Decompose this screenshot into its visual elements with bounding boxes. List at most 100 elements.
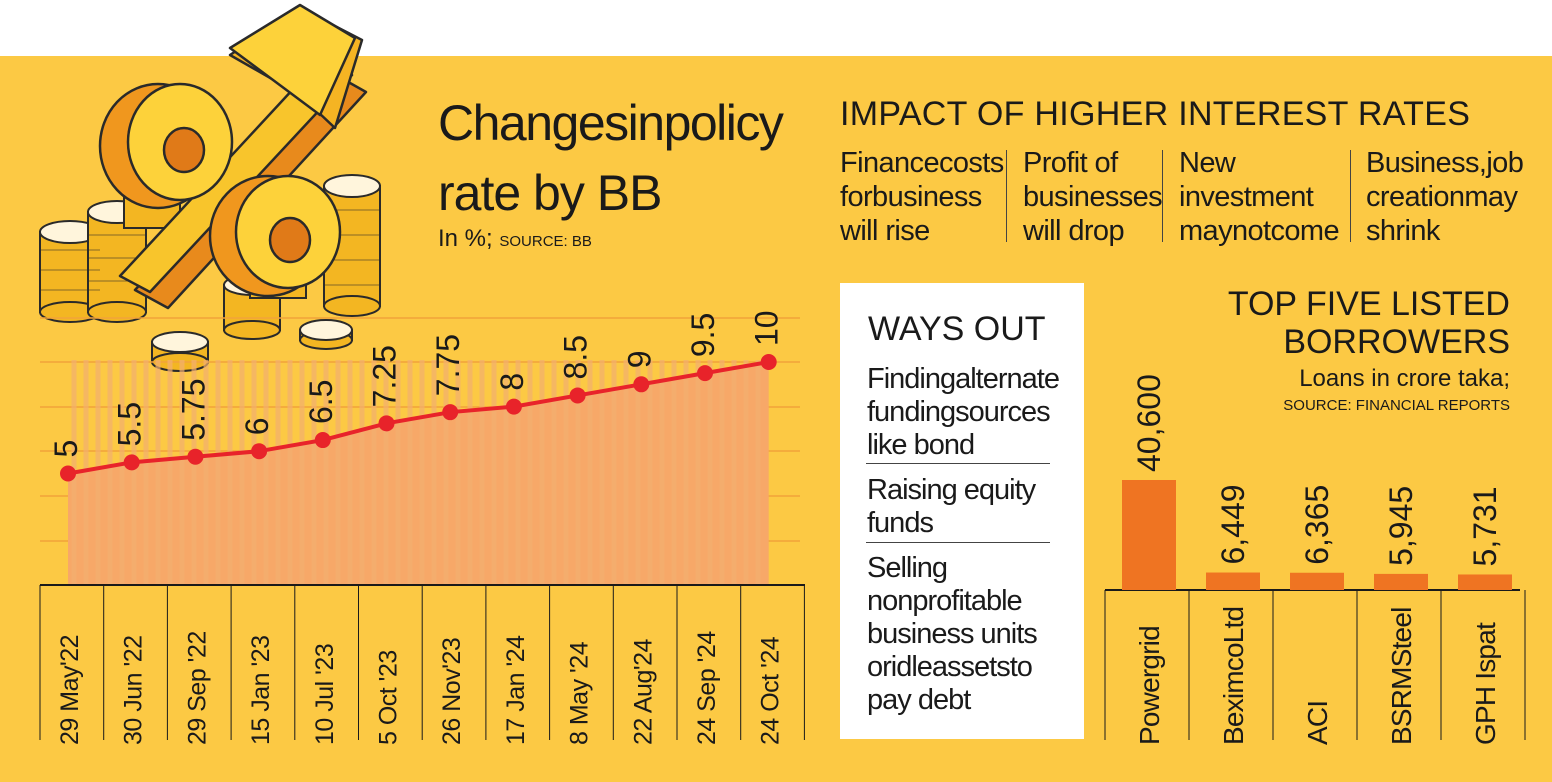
rate-point [697,365,713,382]
impact-line: maynotcome [1179,215,1340,247]
ways-out-divider [866,542,1050,543]
borrowers-title: TOP FIVE LISTED BORROWERS [1228,285,1510,361]
ways-out-line: funds [867,507,934,539]
ways-out-card [840,283,1084,739]
rate-point [760,354,777,370]
rate-point [251,443,268,460]
ways-out-line: like bond [867,429,975,461]
rate-data-label: 8.5 [558,335,594,379]
impact-line: forbusiness [840,181,982,213]
ways-out-line: Raising equity [867,474,1036,506]
date-tick-label: 29 May'22 [56,635,84,745]
impact-line: will drop [1023,215,1125,247]
impact-line: Business,job [1366,147,1524,179]
policy-chart-subtitle: In %; SOURCE: BB [438,225,592,253]
impact-item: Profit of businesses will drop [1023,146,1163,248]
borrower-bar [1458,574,1512,590]
policy-source-label: SOURCE: BB [499,233,592,250]
impact-line: investment [1179,181,1314,213]
impact-divider [1350,150,1351,242]
date-tick-label: 24 Sep '24 [693,631,721,745]
impact-divider [1006,150,1007,242]
date-tick-label: 17 Jan '24 [502,635,530,745]
date-tick-label: 5 Oct '23 [375,650,403,745]
ways-out-line: business units [867,618,1038,650]
date-tick-label: 15 Jan '23 [247,635,275,745]
rate-data-label: 5.5 [112,402,148,446]
rate-data-label: 5 [48,440,84,458]
rate-point [60,465,76,482]
ways-out-line: oridleassetsto [867,651,1033,683]
rate-point [187,448,204,465]
borrower-name-label: ACI [1302,701,1333,745]
rate-point [633,376,650,393]
borrower-name-label: Powergrid [1134,626,1165,745]
borrower-name-label: BeximcoLtd [1218,607,1249,745]
ways-out-item: Findingalternate fundingsources like bon… [867,363,1077,462]
policy-chart-title: Changesinpolicy [438,95,784,151]
date-tick-label: 30 Jun '22 [120,635,148,745]
borrower-value-label: 6,449 [1215,484,1251,564]
impact-item: Business,job creationmay shrink [1366,146,1524,248]
date-tick-label: 24 Oct '24 [757,636,785,745]
borrowers-title-line: TOP FIVE LISTED [1227,285,1510,323]
rate-data-label: 9.5 [685,313,721,357]
date-tick-label: 22 Aug'24 [629,638,657,745]
borrower-name-label: BSRMSteel [1386,607,1417,745]
borrower-bar [1122,480,1176,590]
impact-item: Financecosts forbusiness will rise [840,146,1004,248]
borrower-value-label: 6,365 [1299,485,1335,565]
impact-line: creationmay [1366,181,1518,213]
rate-data-label: 6.5 [303,380,339,424]
borrower-value-label: 5,945 [1383,486,1419,566]
borrower-value-label: 5,731 [1467,486,1503,566]
rate-point [123,454,140,471]
ways-out-title: WAYS OUT [868,310,1046,348]
ways-out-line: pay debt [867,684,971,716]
rate-data-label: 7.25 [367,345,403,407]
impact-line: Financecosts [840,147,1004,179]
impact-item: New investment maynotcome [1179,146,1340,248]
impact-section-title: IMPACT OF HIGHER INTEREST RATES [840,95,1471,133]
rate-data-label: 6 [239,417,275,435]
rate-data-label: 9 [621,351,657,369]
ways-out-line: Selling [867,552,948,584]
rate-point [378,415,395,432]
ways-out-item: Selling nonprofitable business units ori… [867,552,1077,717]
coin-stacks-illustration [39,167,381,372]
impact-line: shrink [1366,215,1440,247]
impact-line: will rise [840,215,930,247]
rate-point [505,398,522,415]
rate-data-label: 8 [494,373,530,391]
date-tick-label: 29 Sep '22 [183,631,211,745]
policy-chart-title-line2: rate by BB [438,165,662,221]
borrower-value-label: 40,600 [1131,374,1167,472]
ways-out-line: nonprofitable [867,585,1023,617]
borrower-name-label: GPH Ispat [1470,622,1501,745]
rate-data-label: 10 [749,310,785,346]
rate-line [67,360,770,476]
impact-divider [1162,150,1163,242]
impact-line: Profit of [1023,147,1118,179]
rate-point [569,387,586,404]
borrower-bar [1290,572,1344,590]
borrower-bar [1206,572,1260,590]
impact-line: New [1179,147,1236,179]
date-tick-label: 26 Nov'23 [438,638,466,745]
rate-point [314,432,331,449]
borrower-bar [1374,573,1428,590]
ways-out-line: fundingsources [867,396,1051,428]
impact-line: businesses [1023,181,1163,213]
borrowers-source: SOURCE: FINANCIAL REPORTS [1283,397,1510,414]
rate-data-label: 5.75 [175,378,211,440]
rate-data-label: 7.75 [430,334,466,396]
date-tick-label: 10 Jul '23 [311,644,339,745]
ways-out-line: Findingalternate [867,363,1060,395]
ways-out-item: Raising equity funds [867,474,1077,540]
percent-arrow-illustration [98,3,368,310]
rate-point [442,404,459,421]
policy-unit-label: In %; [438,225,493,252]
borrowers-subtitle: Loans in crore taka; [1299,365,1510,392]
